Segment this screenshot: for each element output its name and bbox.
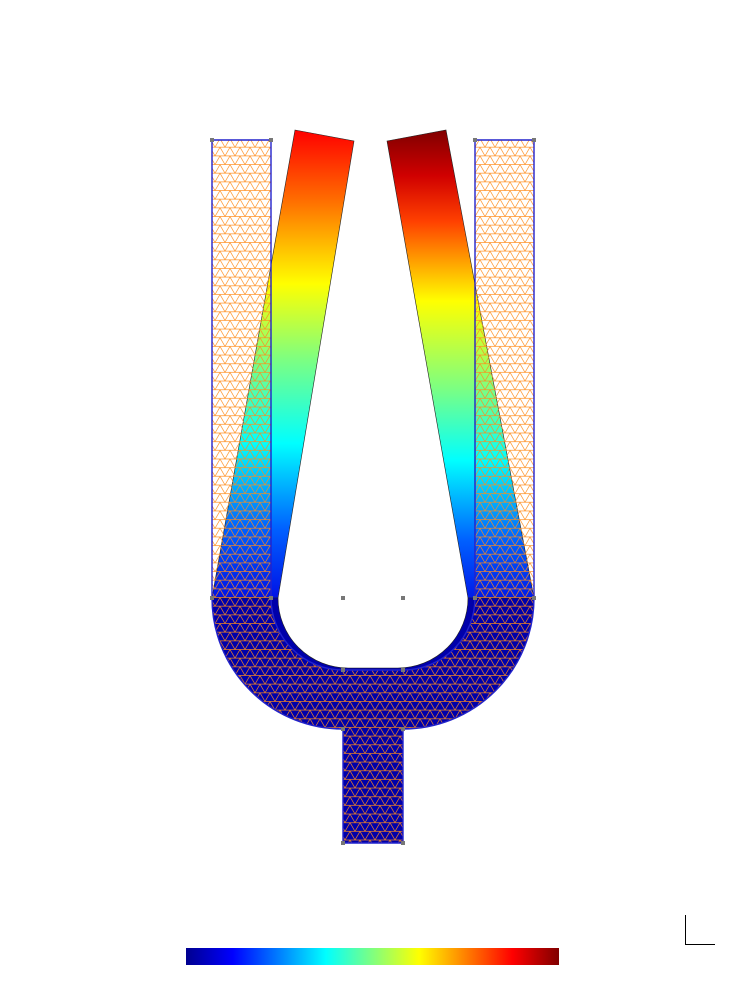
- reference-mesh: [212, 140, 534, 843]
- vertex-marker: [401, 841, 405, 845]
- vertex-marker: [210, 596, 214, 600]
- vertex-marker: [210, 138, 214, 142]
- reference-outline: [211, 139, 535, 844]
- vertex-marker: [473, 596, 477, 600]
- mesh-vertices: [210, 138, 536, 845]
- colorbar-gradient: [186, 948, 559, 965]
- vertex-marker: [341, 668, 345, 672]
- vertex-marker: [473, 138, 477, 142]
- vertex-marker: [532, 138, 536, 142]
- vertex-marker: [401, 596, 405, 600]
- vertex-marker: [401, 668, 405, 672]
- axis-corner-indicator: [685, 915, 715, 945]
- vertex-marker: [269, 138, 273, 142]
- vertex-marker: [269, 596, 273, 600]
- vertex-marker: [341, 841, 345, 845]
- vertex-marker: [401, 727, 405, 731]
- vertex-marker: [341, 727, 345, 731]
- colorbar: [186, 948, 559, 965]
- vertex-marker: [532, 596, 536, 600]
- vertex-marker: [341, 596, 345, 600]
